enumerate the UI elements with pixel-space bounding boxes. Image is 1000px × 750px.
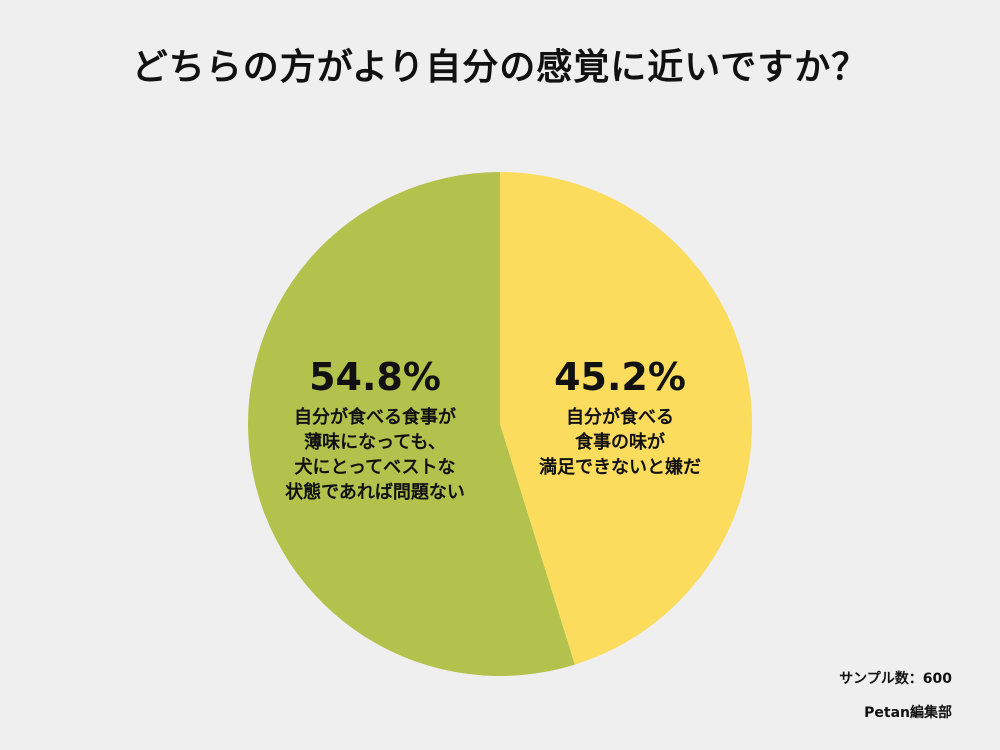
slice-description-yellow: 自分が食べる 食事の味が 満足できないと嫌だ: [539, 407, 701, 478]
slice-percent-yellow: 45.2%: [554, 355, 686, 399]
pie-slice-green: [248, 172, 575, 676]
slice-label-green: 54.8% 自分が食べる食事が 薄味になっても、 犬にとってベストな 状態であれ…: [245, 355, 505, 505]
slice-percent-green: 54.8%: [309, 355, 441, 399]
sample-size-note: サンプル数：600: [839, 671, 952, 687]
slice-description-green: 自分が食べる食事が 薄味になっても、 犬にとってベストな 状態であれば問題ない: [285, 407, 465, 503]
chart-title: どちらの方がより自分の感覚に近いですか？: [131, 47, 869, 88]
pie-slice-yellow: [500, 172, 753, 665]
slice-label-yellow: 45.2% 自分が食べる 食事の味が 満足できないと嫌だ: [490, 355, 750, 480]
credit-note: Petan編集部: [864, 705, 952, 721]
